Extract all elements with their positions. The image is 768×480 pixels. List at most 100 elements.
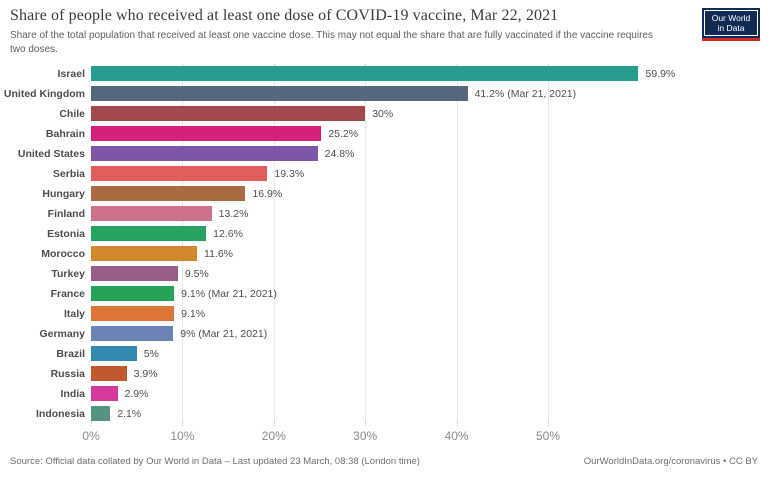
value-label-morocco: 11.6% xyxy=(204,248,234,260)
value-label-bahrain: 25.2% xyxy=(328,128,359,140)
bar-estonia[interactable] xyxy=(91,226,207,241)
value-label-germany: 9% (Mar 21, 2021) xyxy=(180,328,268,340)
value-label-italy: 9.1% xyxy=(181,308,206,320)
country-label-hungary: Hungary xyxy=(42,188,85,200)
bar-morocco[interactable] xyxy=(91,246,198,261)
bar-serbia[interactable] xyxy=(91,166,268,181)
bar-row: Russia 3.9% xyxy=(0,364,768,384)
axis-tick xyxy=(91,419,92,426)
bar-row: Hungary 16.9% xyxy=(0,184,768,204)
bar-france[interactable] xyxy=(91,286,175,301)
value-label-turkey: 9.5% xyxy=(184,268,209,280)
value-label-russia: 3.9% xyxy=(133,368,158,380)
x-tick-label: 0% xyxy=(82,429,100,443)
x-tick-label: 10% xyxy=(170,429,195,443)
axis-tick xyxy=(273,419,275,426)
value-label-indonesia: 2.1% xyxy=(117,408,142,420)
country-label-chile: Chile xyxy=(59,108,85,120)
logo-line1: Our World xyxy=(711,12,751,23)
country-label-brazil: Brazil xyxy=(56,348,85,360)
value-label-hungary: 16.9% xyxy=(252,188,283,200)
country-label-united-kingdom: United Kingdom xyxy=(3,88,85,100)
bar-row: India 2.9% xyxy=(0,384,768,404)
bar-row: Brazil 5% xyxy=(0,344,768,364)
source-note: Source: Official data collated by Our Wo… xyxy=(10,456,420,467)
axis-tick xyxy=(182,419,184,426)
gridline xyxy=(365,64,367,426)
value-label-finland: 13.2% xyxy=(218,208,249,220)
axis-tick xyxy=(548,419,549,426)
bar-indonesia[interactable] xyxy=(91,406,111,421)
owid-logo[interactable]: Our World in Data xyxy=(702,8,760,41)
owid-logo-text: Our World in Data xyxy=(704,10,758,36)
bar-chile[interactable] xyxy=(91,106,366,121)
bar-row: Morocco 11.6% xyxy=(0,244,768,264)
value-label-france: 9.1% (Mar 21, 2021) xyxy=(181,288,277,300)
axis-tick xyxy=(456,419,458,426)
country-label-israel: Israel xyxy=(57,68,85,80)
country-label-germany: Germany xyxy=(39,328,85,340)
bar-finland[interactable] xyxy=(91,206,212,221)
bar-row: Serbia 19.3% xyxy=(0,164,768,184)
value-label-serbia: 19.3% xyxy=(274,168,305,180)
bar-row: Indonesia 2.1% xyxy=(0,404,768,424)
country-label-serbia: Serbia xyxy=(52,168,85,180)
country-label-finland: Finland xyxy=(47,208,85,220)
value-label-india: 2.9% xyxy=(124,388,149,400)
bar-row: France 9.1% (Mar 21, 2021) xyxy=(0,284,768,304)
bar-turkey[interactable] xyxy=(91,266,178,281)
gridline xyxy=(456,64,458,426)
country-label-morocco: Morocco xyxy=(41,248,85,260)
x-tick-label: 50% xyxy=(535,429,561,443)
bar-hungary[interactable] xyxy=(91,186,246,201)
bar-italy[interactable] xyxy=(91,306,175,321)
bar-germany[interactable] xyxy=(91,326,174,341)
country-label-france: France xyxy=(50,288,85,300)
country-label-turkey: Turkey xyxy=(51,268,85,280)
value-label-united-kingdom: 41.2% (Mar 21, 2021) xyxy=(474,88,577,100)
bar-united-states[interactable] xyxy=(91,146,318,161)
bar-row: Finland 13.2% xyxy=(0,204,768,224)
x-tick-label: 30% xyxy=(353,429,378,443)
logo-red-bar xyxy=(702,38,760,41)
bar-row: Israel 59.9% xyxy=(0,64,768,84)
country-label-estonia: Estonia xyxy=(47,228,85,240)
country-label-bahrain: Bahrain xyxy=(45,128,85,140)
bar-row: Chile 30% xyxy=(0,104,768,124)
logo-line2: in Data xyxy=(717,23,745,33)
gridline xyxy=(548,64,549,426)
bar-united-kingdom[interactable] xyxy=(91,86,468,101)
x-tick-label: 20% xyxy=(261,429,286,443)
bar-israel[interactable] xyxy=(91,66,639,81)
bar-row: Estonia 12.6% xyxy=(0,224,768,244)
bar-row: Italy 9.1% xyxy=(0,304,768,324)
gridline xyxy=(182,64,184,426)
value-label-estonia: 12.6% xyxy=(213,228,243,240)
footer-link[interactable]: OurWorldInData.org/coronavirus • CC BY xyxy=(583,456,758,467)
value-label-brazil: 5% xyxy=(143,348,159,360)
chart-title: Share of people who received at least on… xyxy=(10,7,559,24)
x-tick-label: 40% xyxy=(444,429,469,443)
chart-subtitle: Share of the total population that recei… xyxy=(10,30,653,55)
bar-india[interactable] xyxy=(91,386,118,401)
bar-row: United Kingdom 41.2% (Mar 21, 2021) xyxy=(0,84,768,104)
bar-row: Turkey 9.5% xyxy=(0,264,768,284)
axis-tick xyxy=(365,419,367,426)
country-label-india: India xyxy=(60,388,85,400)
country-label-indonesia: Indonesia xyxy=(35,408,85,420)
value-label-united-states: 24.8% xyxy=(324,148,355,160)
value-label-israel: 59.9% xyxy=(645,68,676,80)
bar-bahrain[interactable] xyxy=(91,126,322,141)
gridline xyxy=(273,64,275,426)
bar-brazil[interactable] xyxy=(91,346,137,361)
value-label-chile: 30% xyxy=(372,108,394,120)
country-label-united-states: United States xyxy=(17,148,85,160)
bar-russia[interactable] xyxy=(91,366,127,381)
bar-row: Bahrain 25.2% xyxy=(0,124,768,144)
country-label-italy: Italy xyxy=(63,308,85,320)
country-label-russia: Russia xyxy=(50,368,85,380)
bar-row: United States 24.8% xyxy=(0,144,768,164)
bar-row: Germany 9% (Mar 21, 2021) xyxy=(0,324,768,344)
